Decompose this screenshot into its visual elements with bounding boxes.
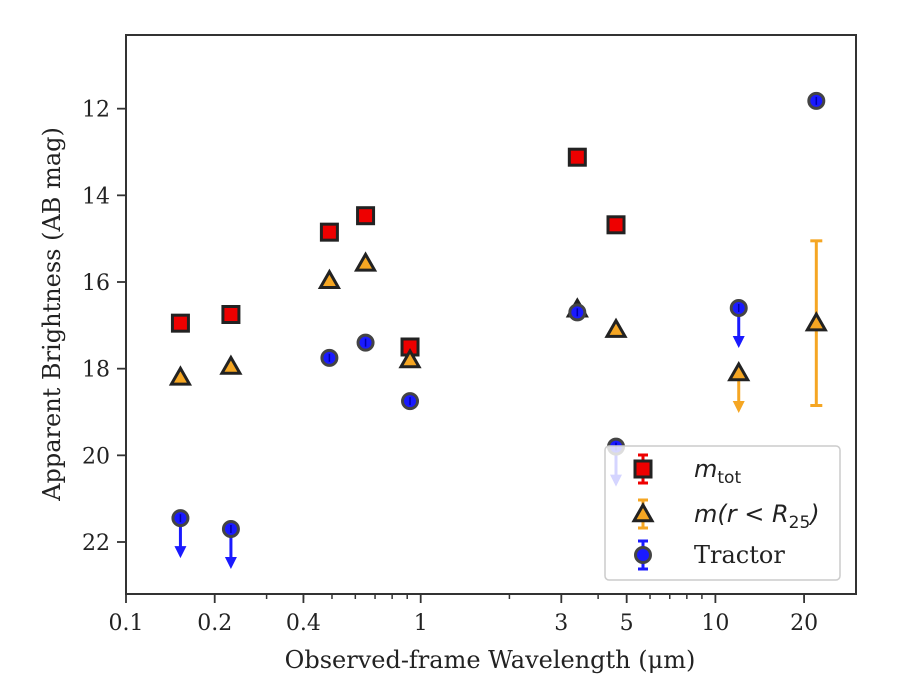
marker-square	[170, 313, 190, 333]
y-tick-label: 14	[82, 184, 110, 209]
y-tick-label: 18	[82, 358, 110, 383]
legend-entry-3: Tractor	[634, 539, 785, 571]
marker-triangle	[604, 317, 628, 338]
legend-entry-2: m(r < R25)	[631, 498, 820, 533]
y-tick-label: 22	[82, 531, 110, 556]
marker-square	[567, 147, 587, 167]
x-tick-label: 1	[414, 611, 428, 636]
marker-square	[221, 305, 241, 324]
x-tick-label: 5	[620, 611, 634, 636]
legend: mtot m(r < R25) Tractor	[604, 445, 841, 581]
y-axis-label: Apparent Brightness (AB mag)	[38, 127, 66, 502]
legend-label: m(r < R25)	[694, 500, 820, 533]
x-tick-label: 0.2	[197, 611, 232, 636]
legend-label: Tractor	[694, 541, 785, 569]
y-tick-label: 12	[82, 98, 110, 123]
x-tick-label: 0.4	[286, 611, 321, 636]
y-tick-label: 20	[82, 444, 110, 469]
marker-triangle	[353, 251, 378, 272]
y-tick-label: 16	[82, 271, 110, 296]
legend-entry-1: mtot	[633, 453, 741, 488]
marker-square	[356, 206, 376, 226]
marker-circle	[634, 546, 652, 564]
series-1	[170, 147, 626, 357]
marker-square	[633, 459, 653, 479]
x-axis-label: Observed-frame Wavelength (μm)	[285, 646, 696, 674]
marker-square	[319, 222, 339, 242]
legend-label: mtot	[694, 455, 741, 488]
y-axis-ticks: 12 14 16 18 20 22	[82, 98, 126, 556]
marker-triangle	[804, 311, 828, 332]
x-tick-label: 3	[554, 611, 568, 636]
x-tick-label: 10	[701, 611, 729, 636]
x-axis-ticks: 0.1 0.2 0.4 1 3 5 10 20	[109, 594, 818, 636]
x-tick-label: 0.1	[109, 611, 144, 636]
marker-triangle	[317, 268, 341, 289]
marker-triangle	[398, 347, 422, 369]
x-tick-label: 20	[790, 611, 818, 636]
marker-triangle	[168, 365, 193, 386]
marker-triangle	[727, 360, 751, 382]
marker-triangle	[631, 501, 655, 523]
marker-triangle	[219, 354, 243, 375]
series-2	[168, 239, 828, 413]
marker-square	[606, 215, 626, 235]
legend-box	[604, 445, 841, 581]
plot-frame	[125, 34, 857, 595]
